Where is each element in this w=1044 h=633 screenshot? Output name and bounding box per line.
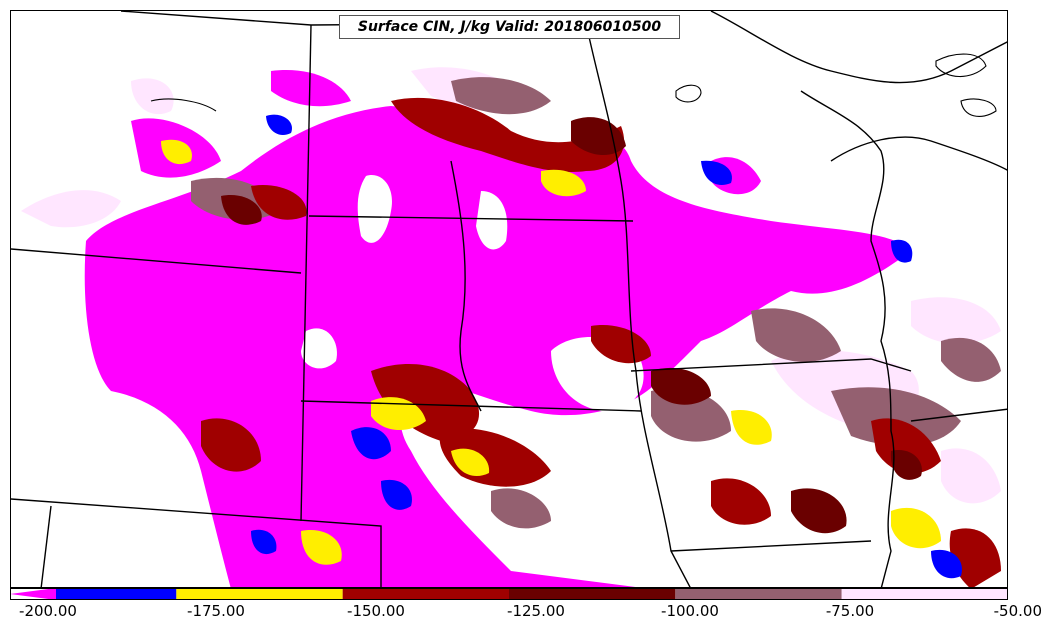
map-title: Surface CIN, J/kg Valid: 201806010500 — [339, 15, 680, 39]
colorbar-tick-label: -200.00 — [19, 602, 77, 620]
cin-map — [11, 11, 1007, 587]
cin-region-mauve — [191, 77, 1001, 529]
colorbar-tick-label: -50.00 — [993, 602, 1042, 620]
map-panel — [10, 10, 1008, 588]
colorbar-tick-label: -175.00 — [187, 602, 245, 620]
colorbar — [10, 588, 1008, 600]
lake-outlines — [150, 53, 997, 117]
colorbar-tick-label: -100.00 — [661, 602, 719, 620]
colorbar-bin-0 — [56, 588, 177, 600]
colorbar-tick-label: -75.00 — [825, 602, 875, 620]
colorbar-below-min — [10, 588, 56, 600]
colorbar-bin-5 — [841, 588, 1008, 600]
cin-region-yellow — [161, 139, 941, 565]
colorbar-tick-label: -150.00 — [347, 602, 405, 620]
colorbar-tick-label: -125.00 — [507, 602, 565, 620]
colorbar-bin-3 — [509, 588, 676, 600]
colorbar-bin-4 — [675, 588, 842, 600]
cin-region-darkred — [221, 117, 922, 534]
colorbar-bin-1 — [176, 588, 343, 600]
cin-region-blue — [251, 114, 962, 579]
colorbar-bin-2 — [342, 588, 509, 600]
